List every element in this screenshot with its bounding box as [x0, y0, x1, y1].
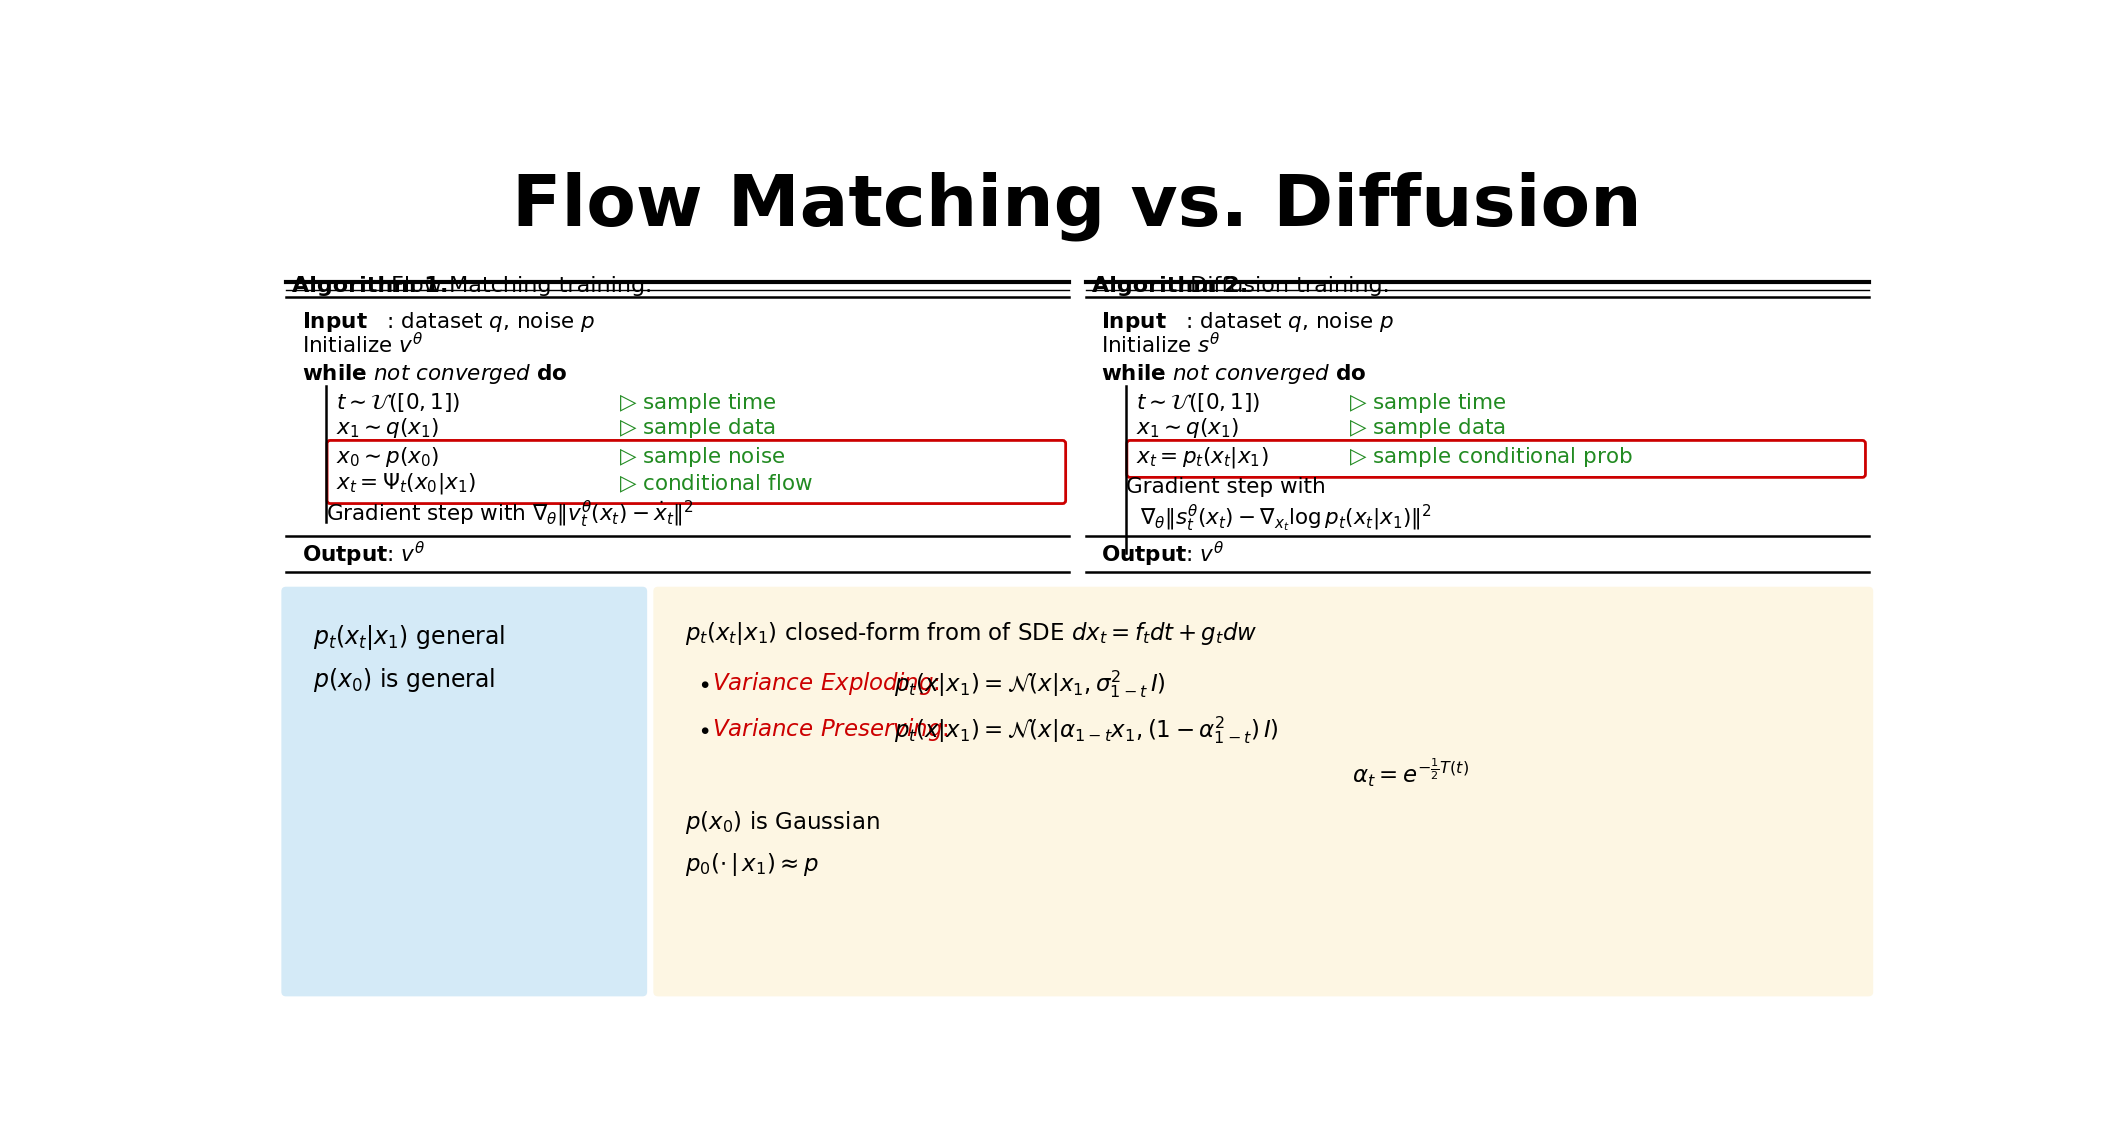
Text: $\bullet$: $\bullet$	[696, 673, 708, 695]
Text: $t \sim \mathcal{U}([0,1])$: $t \sim \mathcal{U}([0,1])$	[1137, 392, 1261, 415]
Text: $p_t(x|x_1) = \mathcal{N}(x|\alpha_{1-t} x_1, (1-\alpha_{1-t}^2)\,I)$: $p_t(x|x_1) = \mathcal{N}(x|\alpha_{1-t}…	[893, 714, 1280, 746]
Text: $\mathit{Variance\ Preserving}$:: $\mathit{Variance\ Preserving}$:	[713, 716, 948, 743]
Text: $x_1 \sim q(x_1)$: $x_1 \sim q(x_1)$	[336, 416, 439, 440]
FancyBboxPatch shape	[654, 587, 1873, 996]
Text: Algorithm 1:: Algorithm 1:	[292, 275, 450, 296]
Text: $\nabla_\theta \|s_t^\theta(x_t) - \nabla_{x_t} \log p_t(x_t|x_1)\|^2$: $\nabla_\theta \|s_t^\theta(x_t) - \nabl…	[1139, 502, 1431, 533]
Text: $\triangleright$ sample conditional prob: $\triangleright$ sample conditional prob	[1349, 445, 1633, 469]
Text: Flow Matching training.: Flow Matching training.	[385, 275, 652, 296]
Text: Initialize $v^\theta$: Initialize $v^\theta$	[301, 332, 423, 357]
Text: $\alpha_t = e^{-\frac{1}{2}T(t)}$: $\alpha_t = e^{-\frac{1}{2}T(t)}$	[1352, 756, 1469, 788]
Text: $\mathbf{Input}$   : dataset $q$, noise $p$: $\mathbf{Input}$ : dataset $q$, noise $p…	[1101, 309, 1394, 333]
Text: Algorithm 2:: Algorithm 2:	[1093, 275, 1249, 296]
Text: $p_t(x_t|x_1)$ general: $p_t(x_t|x_1)$ general	[313, 624, 504, 652]
Text: $\mathbf{Output}$: $v^\theta$: $\mathbf{Output}$: $v^\theta$	[301, 540, 425, 569]
Text: $p(x_0)$ is Gaussian: $p(x_0)$ is Gaussian	[685, 809, 881, 836]
Text: $\triangleright$ sample time: $\triangleright$ sample time	[1349, 391, 1507, 415]
Text: $\mathbf{Input}$   : dataset $q$, noise $p$: $\mathbf{Input}$ : dataset $q$, noise $p…	[301, 309, 595, 333]
Text: $p_t(x|x_1) = \mathcal{N}(x|x_1, \sigma_{1-t}^2\, I)$: $p_t(x|x_1) = \mathcal{N}(x|x_1, \sigma_…	[893, 668, 1167, 700]
Text: $\mathbf{while}$ $\mathit{not\ converged}$ $\mathbf{do}$: $\mathbf{while}$ $\mathit{not\ converged…	[1101, 362, 1366, 386]
Text: $p(x_0)$ is general: $p(x_0)$ is general	[313, 666, 496, 694]
Text: $t \sim \mathcal{U}([0,1])$: $t \sim \mathcal{U}([0,1])$	[336, 392, 460, 415]
Text: $\mathbf{while}$ $\mathit{not\ converged}$ $\mathbf{do}$: $\mathbf{while}$ $\mathit{not\ converged…	[301, 362, 568, 386]
Text: $x_t = p_t(x_t|x_1)$: $x_t = p_t(x_t|x_1)$	[1137, 445, 1270, 469]
Text: Diffusion training.: Diffusion training.	[1183, 275, 1389, 296]
Text: $\bullet$: $\bullet$	[696, 718, 708, 741]
Text: Gradient step with $\nabla_\theta \|v_t^\theta(x_t) - \dot{x}_t\|^2$: Gradient step with $\nabla_\theta \|v_t^…	[326, 499, 694, 530]
Text: Initialize $s^\theta$: Initialize $s^\theta$	[1101, 332, 1221, 357]
Text: $p_t(x_t|x_1)$ closed-form from of SDE $dx_t = f_t dt + g_t dw$: $p_t(x_t|x_1)$ closed-form from of SDE $…	[685, 620, 1257, 648]
Text: $\mathit{Variance\ Exploding}$:: $\mathit{Variance\ Exploding}$:	[713, 670, 940, 698]
Text: $\triangleright$ sample data: $\triangleright$ sample data	[620, 416, 776, 440]
Text: $x_1 \sim q(x_1)$: $x_1 \sim q(x_1)$	[1137, 416, 1240, 440]
Text: Gradient step with: Gradient step with	[1127, 477, 1326, 498]
Text: $\triangleright$ conditional flow: $\triangleright$ conditional flow	[620, 473, 813, 494]
Text: $\triangleright$ sample time: $\triangleright$ sample time	[620, 391, 778, 415]
Text: $x_0 \sim p(x_0)$: $x_0 \sim p(x_0)$	[336, 445, 439, 469]
Text: $\triangleright$ sample noise: $\triangleright$ sample noise	[620, 445, 786, 469]
Text: $p_0(\cdot\,|\,x_1) \approx p$: $p_0(\cdot\,|\,x_1) \approx p$	[685, 851, 818, 878]
Text: $\mathbf{Output}$: $v^\theta$: $\mathbf{Output}$: $v^\theta$	[1101, 540, 1225, 569]
Text: $\triangleright$ sample data: $\triangleright$ sample data	[1349, 416, 1505, 440]
FancyBboxPatch shape	[282, 587, 647, 996]
Text: Flow Matching vs. Diffusion: Flow Matching vs. Diffusion	[513, 171, 1642, 241]
Text: $x_t = \Psi_t(x_0|x_1)$: $x_t = \Psi_t(x_0|x_1)$	[336, 471, 477, 496]
